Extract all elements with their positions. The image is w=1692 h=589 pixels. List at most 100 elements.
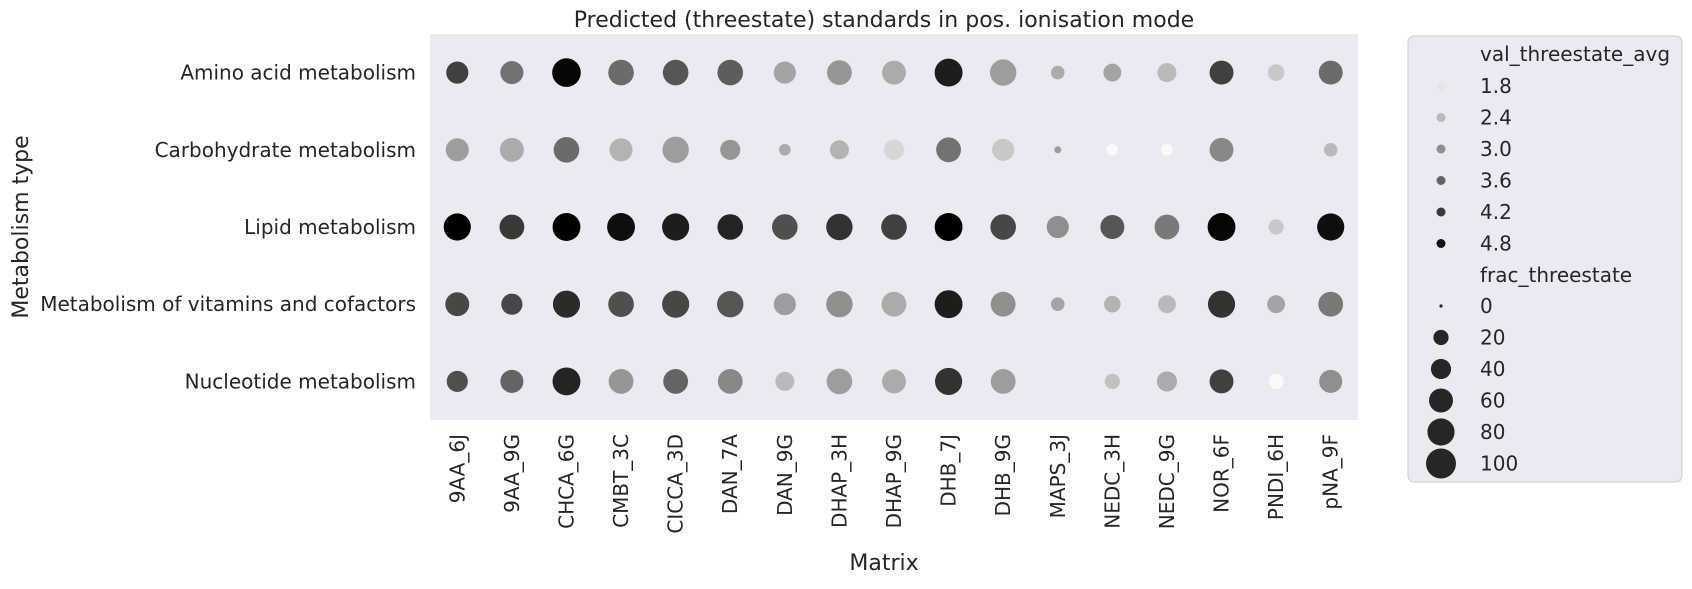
x-tick-label: 9AA_6J bbox=[445, 434, 469, 503]
data-point bbox=[775, 371, 795, 391]
data-point bbox=[1323, 143, 1338, 157]
data-point bbox=[772, 214, 798, 240]
data-point bbox=[935, 367, 963, 395]
x-tick-label: NOR_6F bbox=[1210, 434, 1234, 513]
y-tick-label: Metabolism of vitamins and cofactors bbox=[40, 292, 416, 316]
x-tick-label: CHCA_6G bbox=[554, 434, 578, 529]
data-point bbox=[663, 368, 689, 394]
x-tick-labels: 9AA_6J 9AA_9G CHCA_6G CMBT_3C CICCA_3D DAN_7A… bbox=[445, 434, 1342, 534]
data-point bbox=[662, 290, 690, 318]
data-point bbox=[500, 369, 524, 393]
x-tick-label: DHB_7J bbox=[937, 434, 961, 507]
data-point bbox=[990, 214, 1016, 240]
legend-hue-label: 3.0 bbox=[1480, 137, 1512, 161]
y-tick-label: Carbohydrate metabolism bbox=[155, 138, 416, 162]
legend-size-label: 0 bbox=[1480, 294, 1493, 318]
x-tick-label: DAN_9G bbox=[773, 434, 797, 516]
data-point bbox=[827, 60, 852, 86]
legend-size-marker bbox=[1439, 304, 1443, 308]
data-point bbox=[443, 213, 471, 241]
data-point bbox=[882, 60, 906, 85]
data-point bbox=[1207, 290, 1236, 318]
legend-frame bbox=[1407, 35, 1683, 483]
data-point bbox=[934, 290, 963, 319]
data-point bbox=[1157, 63, 1177, 83]
data-point bbox=[778, 143, 791, 156]
data-point bbox=[1050, 65, 1065, 80]
data-point bbox=[1158, 295, 1176, 314]
legend-hue-label: 1.8 bbox=[1480, 74, 1512, 98]
data-point bbox=[608, 368, 634, 394]
data-point bbox=[445, 292, 470, 317]
legend-hue-marker bbox=[1436, 176, 1446, 185]
y-tick-label: Nucleotide metabolism bbox=[185, 369, 416, 393]
data-point bbox=[1317, 213, 1345, 241]
data-point bbox=[881, 291, 907, 317]
x-tick-label: DHAP_3H bbox=[827, 434, 851, 528]
x-tick-label: CMBT_3C bbox=[609, 434, 633, 528]
x-tick-label: PNDI_6H bbox=[1264, 434, 1288, 520]
data-point bbox=[500, 61, 524, 85]
y-tick-label: Lipid metabolism bbox=[244, 215, 416, 239]
data-point bbox=[552, 367, 581, 396]
data-point bbox=[552, 58, 581, 87]
legend-size-label: 100 bbox=[1480, 452, 1518, 476]
data-point bbox=[989, 59, 1017, 86]
data-point bbox=[552, 290, 581, 318]
data-point bbox=[881, 214, 907, 240]
data-point bbox=[826, 213, 853, 241]
data-point bbox=[1319, 369, 1343, 393]
data-point bbox=[934, 213, 963, 241]
legend-size-label: 60 bbox=[1480, 389, 1505, 413]
data-point bbox=[826, 290, 853, 318]
data-point bbox=[1104, 373, 1120, 389]
data-point bbox=[1318, 291, 1344, 317]
data-point bbox=[608, 59, 634, 86]
legend-hue-label: 4.8 bbox=[1480, 232, 1512, 256]
data-point bbox=[1100, 215, 1125, 239]
data-point bbox=[829, 140, 849, 160]
data-point bbox=[1267, 295, 1286, 314]
data-point bbox=[717, 290, 744, 318]
data-point bbox=[1050, 297, 1065, 311]
y-axis-label: Metabolism type bbox=[9, 135, 34, 318]
data-point bbox=[499, 137, 524, 162]
x-tick-label: DHAP_9G bbox=[882, 434, 906, 528]
data-point bbox=[609, 138, 633, 162]
legend-size-marker bbox=[1426, 448, 1456, 479]
data-point bbox=[1106, 143, 1119, 156]
data-point bbox=[1209, 369, 1234, 394]
data-point bbox=[720, 139, 741, 160]
legend: val_threestate_avg frac_threestate 1.8 2.… bbox=[1407, 35, 1683, 483]
data-point bbox=[990, 368, 1016, 394]
legend-size-items: 0 20 40 60 80 100 bbox=[1426, 294, 1518, 479]
data-point bbox=[607, 213, 636, 241]
x-tick-label: MAPS_3J bbox=[1046, 434, 1070, 518]
legend-size-label: 20 bbox=[1480, 326, 1505, 350]
x-tick-label: CICCA_3D bbox=[664, 434, 688, 534]
data-point bbox=[990, 291, 1016, 317]
legend-hue-label: 3.6 bbox=[1480, 169, 1512, 193]
legend-hue-label: 4.2 bbox=[1480, 200, 1512, 224]
x-tick-label: DHB_9G bbox=[991, 434, 1015, 516]
legend-size-marker bbox=[1433, 329, 1449, 346]
data-point bbox=[1046, 215, 1069, 239]
legend-hue-marker bbox=[1436, 207, 1446, 217]
data-point bbox=[446, 370, 468, 392]
data-point bbox=[1054, 146, 1062, 154]
legend-hue-label: 2.4 bbox=[1480, 106, 1512, 130]
data-point bbox=[552, 213, 581, 241]
data-point bbox=[1207, 213, 1236, 241]
data-point bbox=[662, 213, 690, 241]
data-points bbox=[443, 58, 1345, 396]
data-point bbox=[553, 136, 580, 163]
data-point bbox=[1103, 63, 1122, 82]
legend-size-label: 40 bbox=[1480, 357, 1505, 381]
data-point bbox=[934, 58, 963, 87]
data-point bbox=[1318, 60, 1343, 85]
legend-hue-title: val_threestate_avg bbox=[1480, 42, 1670, 66]
data-point bbox=[717, 214, 744, 240]
legend-size-marker bbox=[1430, 358, 1452, 380]
